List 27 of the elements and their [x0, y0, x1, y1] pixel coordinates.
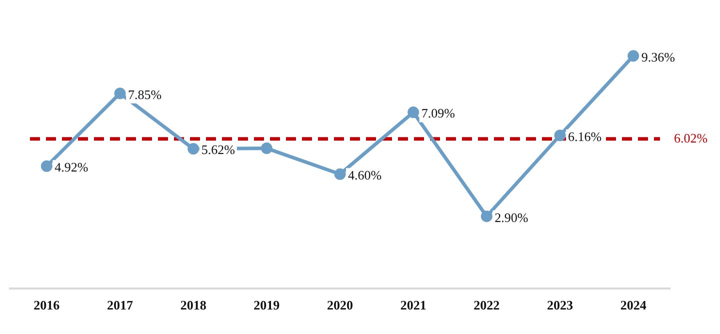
point: [480, 210, 492, 222]
point: [408, 106, 420, 118]
point: [40, 160, 52, 172]
x-tick-label: 2023: [547, 298, 574, 313]
x-tick-label: 2024: [620, 298, 647, 313]
data-label: 6.16%: [568, 128, 602, 144]
x-tick-label: 2019: [254, 298, 280, 313]
data-label: 2.90%: [494, 210, 528, 225]
x-tick-label: 2017: [107, 298, 134, 313]
point: [188, 143, 200, 155]
point: [260, 142, 272, 154]
data-label: 9.36%: [641, 49, 676, 64]
x-tick-label: 2022: [474, 298, 500, 313]
data-label: 5.62%: [201, 142, 236, 158]
point: [334, 168, 346, 180]
x-tick-label: 2020: [327, 298, 353, 313]
point: [628, 50, 640, 62]
data-label: 7.85%: [128, 86, 162, 102]
data-label: 4.92%: [54, 160, 88, 175]
x-tick-label: 2016: [34, 298, 60, 313]
data-label: 7.09%: [421, 106, 456, 121]
x-tick-label: 2021: [400, 298, 426, 313]
x-tick-label: 2018: [180, 298, 207, 313]
data-label: 4.60%: [348, 168, 382, 183]
ref-line-label: 6.02%: [674, 130, 708, 146]
point: [114, 88, 126, 100]
point: [554, 130, 566, 142]
